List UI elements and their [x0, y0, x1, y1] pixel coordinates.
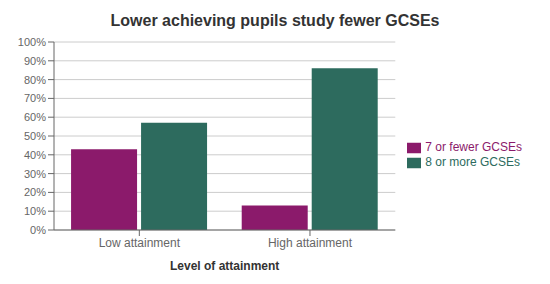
html-text:8 or more GCSEs: 8 or more GCSEs [425, 155, 520, 169]
html-text:Lower achieving pupils study f: Lower achieving pupils study fewer GCSEs [110, 12, 440, 29]
svg-text:40%: 40% [24, 149, 46, 161]
svg-text:Level of attainment: Level of attainment [170, 259, 279, 273]
svg-text:80%: 80% [24, 74, 46, 86]
svg-text:10%: 10% [24, 205, 46, 217]
svg-text:100%: 100% [18, 36, 46, 48]
svg-text:70%: 70% [24, 92, 46, 104]
svg-text:60%: 60% [24, 111, 46, 123]
svg-text:Low attainment: Low attainment [99, 236, 181, 250]
html-text:7 or fewer GCSEs: 7 or fewer GCSEs [425, 140, 522, 155]
svg-text:30%: 30% [24, 168, 46, 180]
svg-text:High attainment: High attainment [268, 236, 353, 250]
svg-text:20%: 20% [24, 186, 46, 198]
svg-text:50%: 50% [24, 130, 46, 142]
svg-text:0%: 0% [30, 224, 46, 236]
svg-text:90%: 90% [24, 55, 46, 67]
